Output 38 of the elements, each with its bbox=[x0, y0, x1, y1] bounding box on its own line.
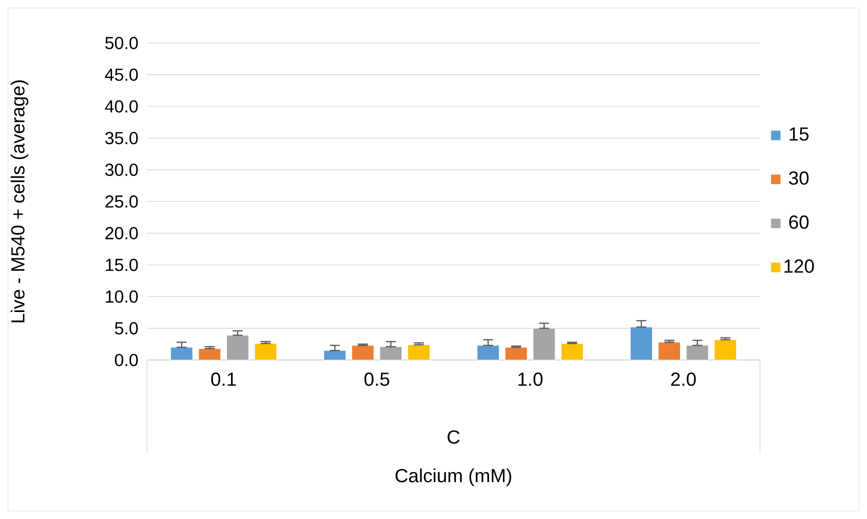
x-tick-label: 2.0 bbox=[671, 372, 696, 386]
y-tick-label: 20.0 bbox=[105, 227, 138, 240]
bar bbox=[380, 346, 402, 360]
bar bbox=[476, 345, 500, 360]
y-tick-label: 30.0 bbox=[105, 164, 138, 176]
legend-label: 15 bbox=[790, 128, 809, 141]
y-tick-label: 35.0 bbox=[105, 132, 138, 144]
x-tick-label: 0.5 bbox=[364, 372, 390, 386]
legend-label: 120 bbox=[784, 259, 814, 273]
bar bbox=[504, 347, 528, 360]
y-tick-label: 5.0 bbox=[114, 322, 138, 334]
x-axis-title: Calcium (mM) bbox=[396, 468, 512, 486]
bar bbox=[532, 328, 556, 360]
x-tick-label: 1.0 bbox=[518, 372, 543, 386]
bar bbox=[560, 343, 584, 360]
bar bbox=[658, 342, 681, 360]
y-tick-label: 25.0 bbox=[105, 195, 138, 208]
legend-label: 60 bbox=[789, 215, 809, 229]
text: C bbox=[448, 430, 460, 444]
x-tick-label: 0.1 bbox=[211, 372, 236, 386]
y-tick-label: 45.0 bbox=[104, 68, 138, 81]
bar bbox=[686, 345, 709, 360]
bar bbox=[408, 344, 430, 360]
bar bbox=[630, 326, 653, 360]
y-tick-label: 15.0 bbox=[106, 258, 138, 272]
bar bbox=[254, 343, 277, 360]
bar bbox=[198, 348, 221, 360]
y-tick-label: 10.0 bbox=[106, 290, 138, 303]
y-tick-label: 40.0 bbox=[104, 100, 138, 113]
bar bbox=[226, 335, 249, 360]
y-axis-title: Live - M540 + cells (average) bbox=[10, 80, 28, 322]
y-tick-label: 0.0 bbox=[114, 354, 138, 366]
bar bbox=[352, 345, 374, 360]
y-tick-label: 50.0 bbox=[105, 36, 138, 50]
bar bbox=[170, 347, 193, 360]
bar bbox=[324, 350, 346, 360]
bar bbox=[714, 339, 737, 360]
legend-label: 30 bbox=[789, 171, 809, 185]
